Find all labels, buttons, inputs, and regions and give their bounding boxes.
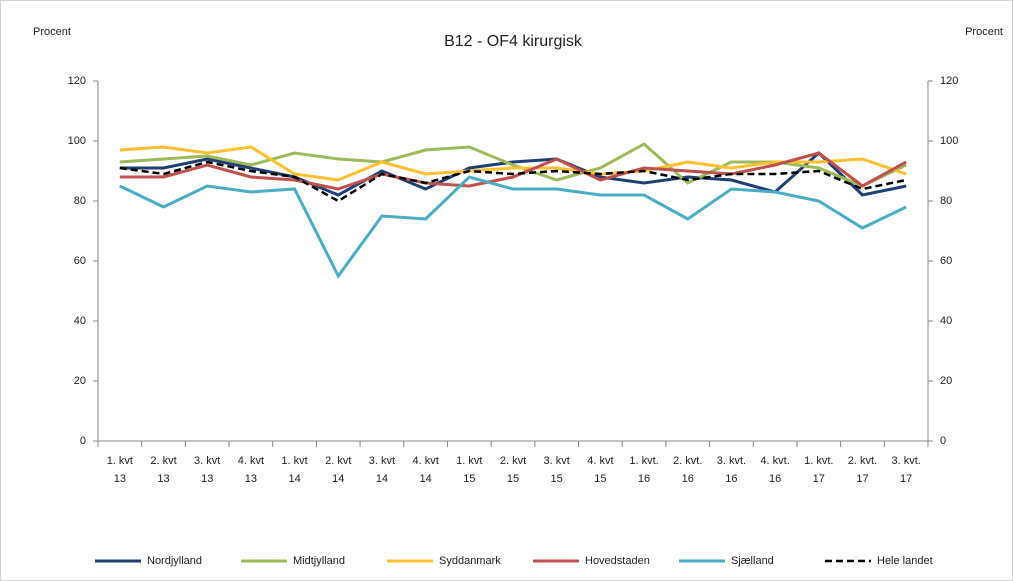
series-line	[119, 160, 907, 203]
legend-label: Nordjylland	[147, 555, 202, 567]
chart-title: B12 - OF4 kirurgisk	[444, 33, 583, 50]
y-tick-label: 0	[80, 435, 86, 447]
x-tick-label: 2. kvt	[325, 455, 351, 467]
x-tick-label: 14	[288, 473, 300, 485]
x-tick-label: 1. kvt	[281, 455, 307, 467]
y-tick-label: 80	[74, 195, 86, 207]
x-tick-label: 15	[594, 473, 606, 485]
x-tick-label: 3. kvt.	[717, 455, 746, 467]
x-tick-label: 3. kvt	[544, 455, 570, 467]
y-axis-label: Procent	[33, 26, 71, 38]
x-tick-label: 13	[157, 473, 169, 485]
x-tick-label: 15	[463, 473, 475, 485]
x-tick-label: 1. kvt.	[629, 455, 658, 467]
x-tick-label: 17	[856, 473, 868, 485]
x-tick-label: 15	[551, 473, 563, 485]
x-tick-label: 4. kvt	[587, 455, 613, 467]
x-tick-label: 17	[813, 473, 825, 485]
x-tick-label: 15	[507, 473, 519, 485]
series-line	[119, 151, 907, 191]
x-tick-label: 16	[725, 473, 737, 485]
legend-label: Syddanmark	[439, 555, 501, 567]
x-tick-label: 16	[638, 473, 650, 485]
x-tick-label: 4. kvt	[238, 455, 264, 467]
y2-tick-label: 40	[940, 315, 952, 327]
y2-tick-label: 80	[940, 195, 952, 207]
series-line	[119, 145, 907, 182]
x-tick-label: 1. kvt.	[804, 455, 833, 467]
y-tick-label: 100	[68, 135, 86, 147]
x-tick-label: 3. kvt.	[891, 455, 920, 467]
x-tick-label: 13	[114, 473, 126, 485]
x-tick-label: 1. kvt	[456, 455, 482, 467]
y2-tick-label: 60	[940, 255, 952, 267]
legend-label: Hele landet	[877, 555, 933, 567]
x-tick-label: 14	[420, 473, 432, 485]
x-tick-label: 3. kvt	[369, 455, 395, 467]
y-tick-label: 60	[74, 255, 86, 267]
x-tick-label: 2. kvt.	[848, 455, 877, 467]
legend-label: Sjælland	[731, 555, 774, 567]
y-tick-label: 20	[74, 375, 86, 387]
series-line	[119, 175, 907, 279]
x-tick-label: 13	[201, 473, 213, 485]
legend-label: Hovedstaden	[585, 555, 650, 567]
x-tick-label: 14	[332, 473, 344, 485]
x-tick-label: 2. kvt.	[673, 455, 702, 467]
legend-label: Midtjylland	[293, 555, 345, 567]
y2-tick-label: 0	[940, 435, 946, 447]
y2-tick-label: 100	[940, 135, 958, 147]
x-tick-label: 13	[245, 473, 257, 485]
y-tick-label: 120	[68, 75, 86, 87]
x-tick-label: 2. kvt	[150, 455, 176, 467]
x-tick-label: 2. kvt	[500, 455, 526, 467]
x-tick-label: 14	[376, 473, 388, 485]
x-tick-label: 17	[900, 473, 912, 485]
y-tick-label: 40	[74, 315, 86, 327]
x-tick-label: 3. kvt	[194, 455, 220, 467]
y2-axis-label: Procent	[965, 26, 1003, 38]
x-tick-label: 16	[769, 473, 781, 485]
x-tick-label: 16	[682, 473, 694, 485]
x-tick-label: 4. kvt	[412, 455, 438, 467]
x-tick-label: 1. kvt	[107, 455, 133, 467]
x-tick-label: 4. kvt.	[760, 455, 789, 467]
y2-tick-label: 120	[940, 75, 958, 87]
y2-tick-label: 20	[940, 375, 952, 387]
